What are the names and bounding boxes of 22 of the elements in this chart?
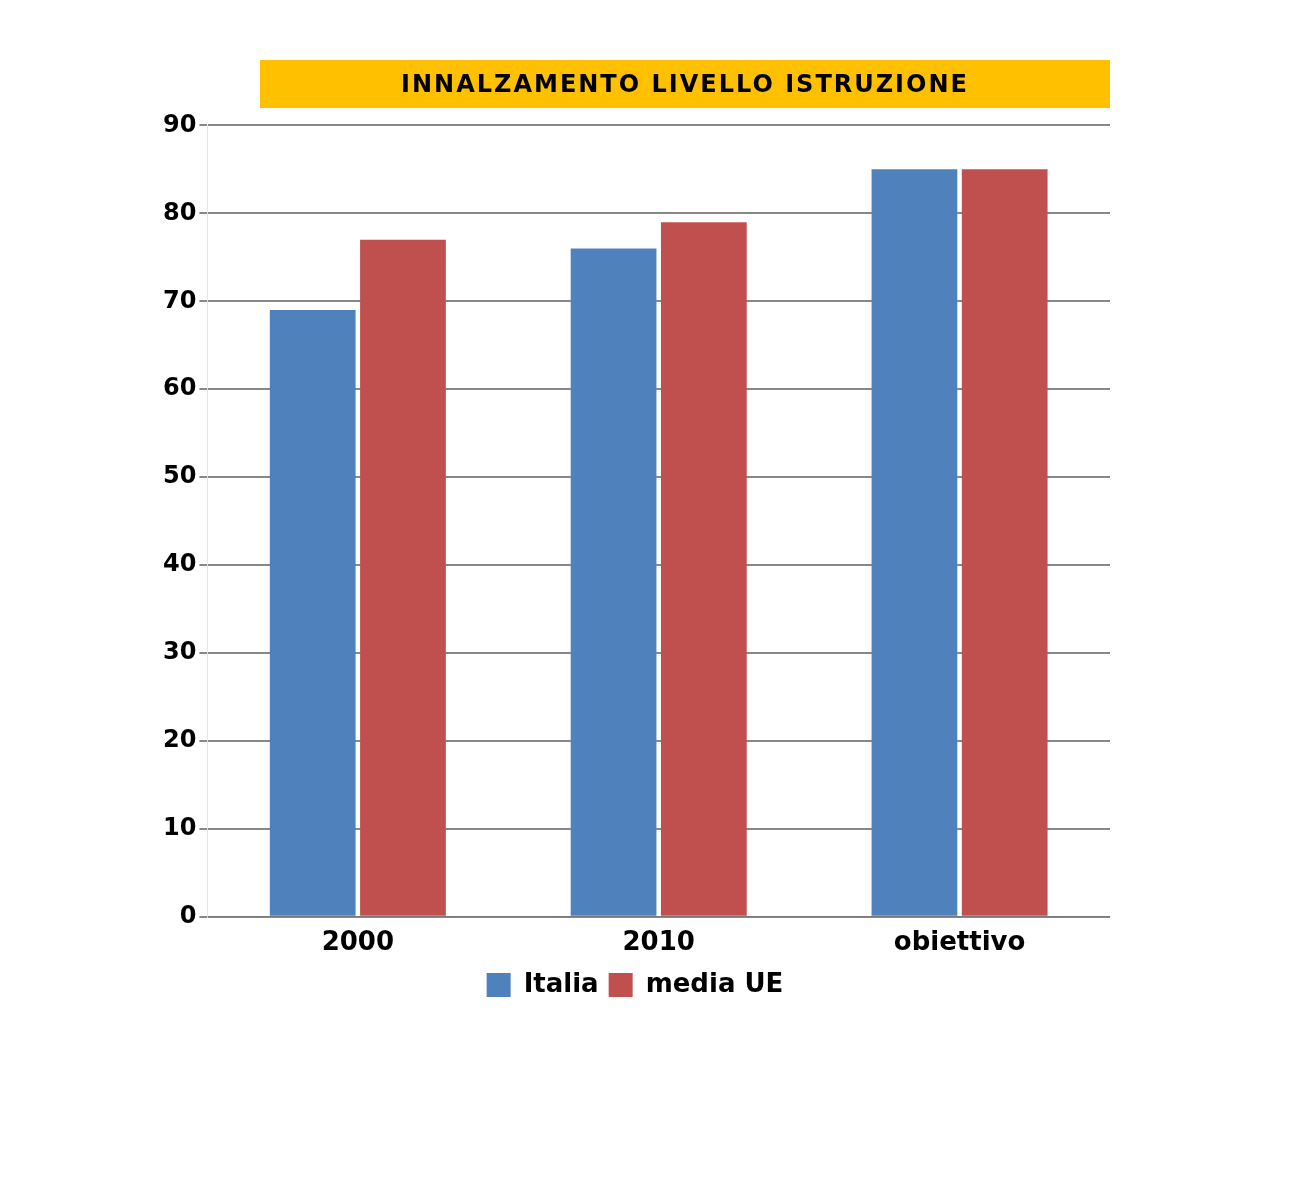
y-tick-label: 30 [162, 637, 197, 666]
bar [660, 222, 747, 916]
y-tick-label: 60 [162, 373, 197, 402]
y-tick-label: 50 [162, 461, 197, 490]
y-tick-label: 70 [162, 285, 197, 314]
y-tick-label: 10 [162, 813, 197, 842]
x-tick-label: 2000 [321, 926, 395, 957]
legend-label: Italia [523, 967, 599, 998]
chart-title: INNALZAMENTO LIVELLO ISTRUZIONE [260, 60, 1110, 108]
legend-label: media UE [645, 967, 784, 998]
y-tick-label: 0 [179, 901, 197, 930]
bar [570, 248, 657, 916]
x-tick-label: obiettivo [893, 926, 1026, 957]
bar [961, 169, 1048, 916]
y-tick-label: 20 [162, 725, 197, 754]
bar [871, 169, 958, 916]
y-tick-label: 40 [162, 549, 197, 578]
x-tick-label: 2010 [622, 926, 695, 957]
y-tick-label: 90 [162, 109, 197, 138]
bar [360, 239, 446, 916]
bar [269, 310, 356, 916]
y-tick-label: 80 [162, 197, 197, 226]
